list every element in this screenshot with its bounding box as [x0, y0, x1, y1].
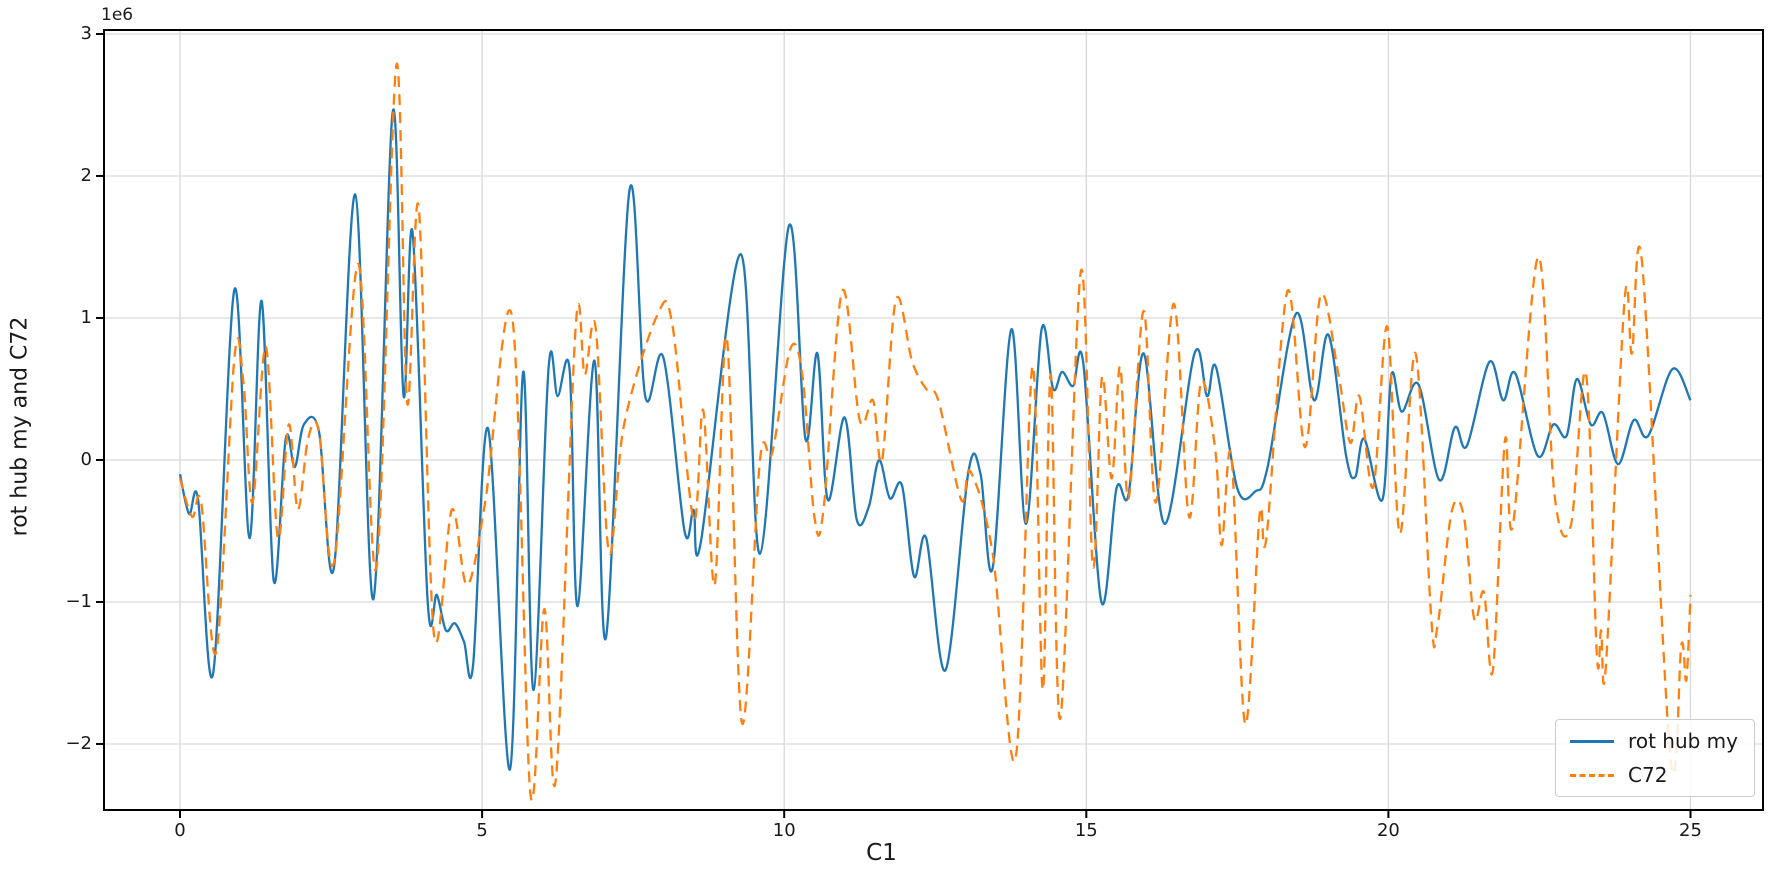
y-axis-offset-label: 1e6	[101, 5, 134, 25]
y-tick-label: −2	[65, 732, 92, 754]
x-tick-label: 5	[476, 820, 488, 841]
y-tick-label: 1	[80, 306, 92, 328]
x-tick-label: 20	[1376, 820, 1400, 841]
series-line-rot-hub-my	[178, 108, 1692, 771]
legend-label: C72	[1628, 763, 1668, 787]
series-line-c72	[178, 62, 1692, 802]
x-tick-label: 15	[1074, 820, 1098, 841]
dashed-line-sample-icon	[1570, 773, 1615, 777]
x-tick-label: 0	[174, 820, 186, 841]
x-tick-label: 25	[1679, 820, 1702, 841]
legend-entry-c72: C72	[1570, 762, 1738, 788]
y-tick-label: 3	[80, 22, 92, 44]
y-tick-label: −1	[65, 590, 92, 612]
legend: rot hub my C72	[1555, 719, 1755, 797]
x-axis-label: C1	[866, 840, 897, 866]
y-tick-label: 2	[80, 164, 92, 186]
solid-line-sample-icon	[1570, 739, 1615, 743]
plot-border	[103, 29, 1764, 811]
y-tick-label: 0	[80, 448, 92, 470]
legend-entry-rot-hub-my: rot hub my	[1570, 728, 1738, 754]
y-axis-label: rot hub my and C72	[7, 316, 33, 537]
legend-label: rot hub my	[1628, 729, 1738, 753]
x-tick-label: 10	[772, 820, 796, 841]
